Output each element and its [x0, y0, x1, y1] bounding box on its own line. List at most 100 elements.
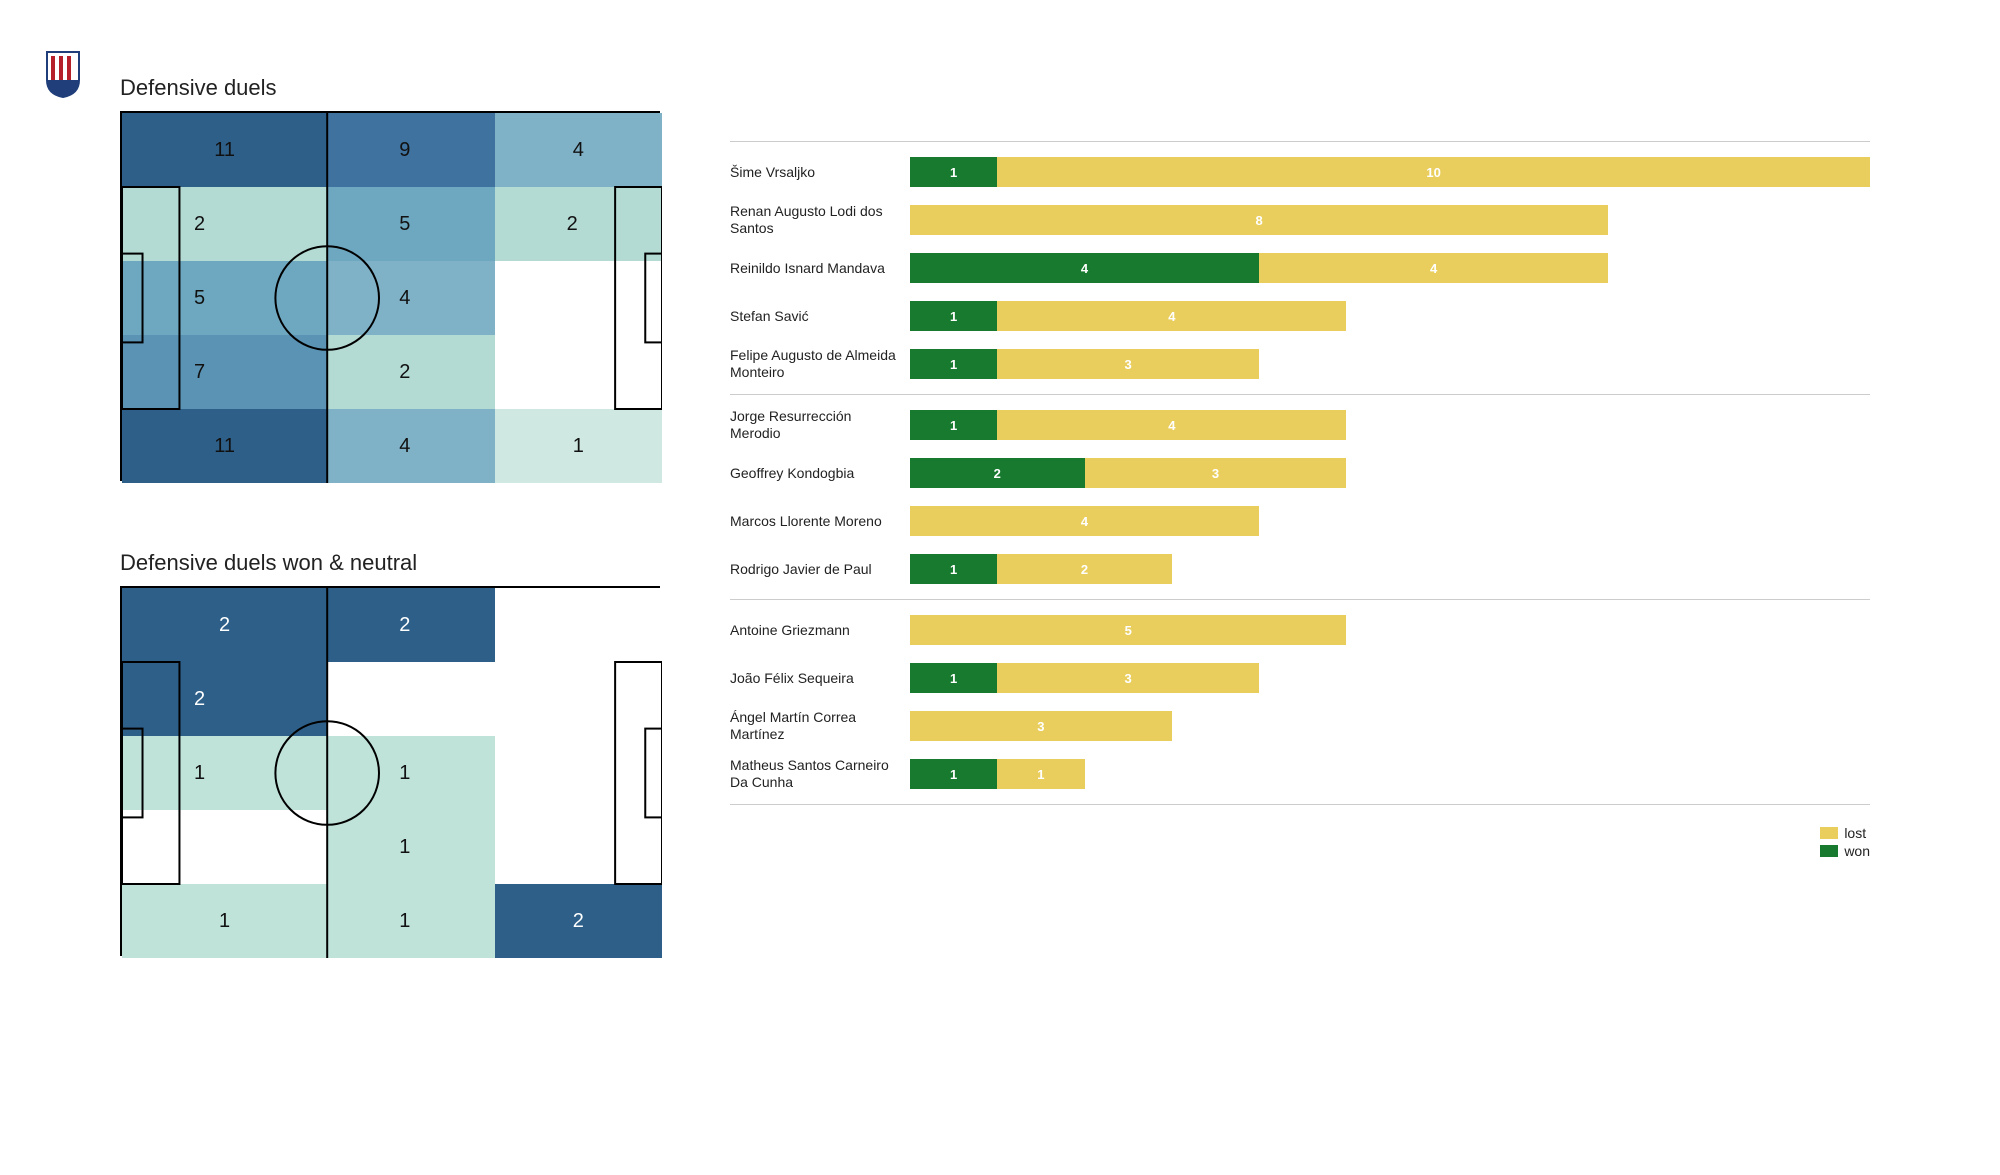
heatmap-cell: 1: [495, 409, 662, 483]
bar-segment-lost: 3: [910, 711, 1172, 741]
bar-track: 3: [910, 711, 1870, 741]
bar-segment-lost: 4: [910, 506, 1259, 536]
player-duels-bar-chart: Šime Vrsaljko110Renan Augusto Lodi dos S…: [730, 135, 1870, 811]
bar-segment-won: 1: [910, 349, 997, 379]
heatmap-cell: [495, 588, 662, 662]
heatmap-cell: 1: [122, 736, 327, 810]
bar-segment-lost: 3: [1085, 458, 1347, 488]
bar-legend: lost won: [1820, 825, 1870, 861]
bar-segment-won: 1: [910, 301, 997, 331]
legend-item-won: won: [1820, 843, 1870, 859]
heatmap-cell: [495, 261, 662, 335]
group-separator: [730, 141, 1870, 142]
player-row: Antoine Griezmann5: [730, 606, 1870, 654]
player-row: Renan Augusto Lodi dos Santos8: [730, 196, 1870, 244]
heatmap-cell: 2: [327, 588, 494, 662]
dashboard-canvas: Defensive duels 119425254721141 Defensiv…: [120, 50, 1880, 1050]
heatmap-cell: 1: [327, 884, 494, 958]
heatmap2-grid: 222111112: [120, 586, 660, 956]
player-name-label: Matheus Santos Carneiro Da Cunha: [730, 757, 910, 791]
bar-track: 110: [910, 157, 1870, 187]
bar-track: 11: [910, 759, 1870, 789]
heatmap-cell: 9: [327, 113, 494, 187]
bar-segment-lost: 5: [910, 615, 1346, 645]
player-name-label: Geoffrey Kondogbia: [730, 465, 910, 482]
bar-segment-won: 1: [910, 157, 997, 187]
legend-swatch-won: [1820, 845, 1838, 857]
bar-segment-lost: 4: [1259, 253, 1608, 283]
player-name-label: Antoine Griezmann: [730, 622, 910, 639]
group-separator: [730, 394, 1870, 395]
player-name-label: Šime Vrsaljko: [730, 164, 910, 181]
bar-segment-won: 1: [910, 554, 997, 584]
heatmap1-grid: 119425254721141: [120, 111, 660, 481]
bar-segment-won: 4: [910, 253, 1259, 283]
bar-segment-won: 1: [910, 410, 997, 440]
heatmap-cell: [122, 810, 327, 884]
player-row: Marcos Llorente Moreno4: [730, 497, 1870, 545]
bar-track: 14: [910, 301, 1870, 331]
bar-track: 23: [910, 458, 1870, 488]
player-name-label: Marcos Llorente Moreno: [730, 513, 910, 530]
bar-track: 13: [910, 349, 1870, 379]
player-name-label: Ángel Martín Correa Martínez: [730, 709, 910, 743]
player-row: Matheus Santos Carneiro Da Cunha11: [730, 750, 1870, 798]
heatmap-defensive-duels: Defensive duels 119425254721141: [120, 75, 660, 481]
player-row: Ángel Martín Correa Martínez3: [730, 702, 1870, 750]
player-row: Geoffrey Kondogbia23: [730, 449, 1870, 497]
bar-segment-won: 1: [910, 663, 997, 693]
bar-segment-lost: 8: [910, 205, 1608, 235]
bar-segment-lost: 4: [997, 410, 1346, 440]
bar-track: 4: [910, 506, 1870, 536]
player-name-label: Felipe Augusto de Almeida Monteiro: [730, 347, 910, 381]
bar-track: 14: [910, 410, 1870, 440]
heatmap-cell: [495, 736, 662, 810]
player-name-label: Renan Augusto Lodi dos Santos: [730, 203, 910, 237]
heatmap-cell: 2: [495, 187, 662, 261]
player-name-label: Reinildo Isnard Mandava: [730, 260, 910, 277]
bar-segment-lost: 4: [997, 301, 1346, 331]
heatmap-cell: 2: [122, 662, 327, 736]
bar-segment-lost: 1: [997, 759, 1084, 789]
heatmap-cell: [495, 335, 662, 409]
heatmap-cell: 1: [327, 810, 494, 884]
heatmap-cell: 4: [327, 261, 494, 335]
group-separator: [730, 599, 1870, 600]
bar-segment-lost: 10: [997, 157, 1870, 187]
legend-item-lost: lost: [1820, 825, 1870, 841]
player-row: Stefan Savić14: [730, 292, 1870, 340]
heatmap1-title: Defensive duels: [120, 75, 660, 101]
bar-segment-lost: 3: [997, 349, 1259, 379]
heatmap-cell: [495, 810, 662, 884]
heatmap-cell: 11: [122, 113, 327, 187]
bar-track: 12: [910, 554, 1870, 584]
heatmap-cell: 2: [122, 187, 327, 261]
player-name-label: Jorge Resurrección Merodio: [730, 408, 910, 442]
legend-label-lost: lost: [1844, 825, 1866, 841]
heatmap-cell: 2: [327, 335, 494, 409]
heatmap-cell: 1: [122, 884, 327, 958]
heatmap-cell: 2: [122, 588, 327, 662]
heatmap-cell: 11: [122, 409, 327, 483]
bar-segment-won: 1: [910, 759, 997, 789]
club-crest-icon: [45, 50, 81, 98]
bar-track: 8: [910, 205, 1870, 235]
player-name-label: João Félix Sequeira: [730, 670, 910, 687]
heatmap-defensive-duels-won: Defensive duels won & neutral 222111112: [120, 550, 660, 956]
bar-segment-lost: 2: [997, 554, 1172, 584]
bar-segment-won: 2: [910, 458, 1085, 488]
heatmap-cell: 4: [327, 409, 494, 483]
bar-track: 44: [910, 253, 1870, 283]
heatmap2-title: Defensive duels won & neutral: [120, 550, 660, 576]
heatmap-cell: 4: [495, 113, 662, 187]
bar-track: 13: [910, 663, 1870, 693]
player-row: Šime Vrsaljko110: [730, 148, 1870, 196]
player-row: Jorge Resurrección Merodio14: [730, 401, 1870, 449]
legend-swatch-lost: [1820, 827, 1838, 839]
heatmap-cell: 7: [122, 335, 327, 409]
heatmap-cell: [495, 662, 662, 736]
heatmap-cell: [327, 662, 494, 736]
heatmap-cell: 1: [327, 736, 494, 810]
bar-segment-lost: 3: [997, 663, 1259, 693]
player-row: João Félix Sequeira13: [730, 654, 1870, 702]
